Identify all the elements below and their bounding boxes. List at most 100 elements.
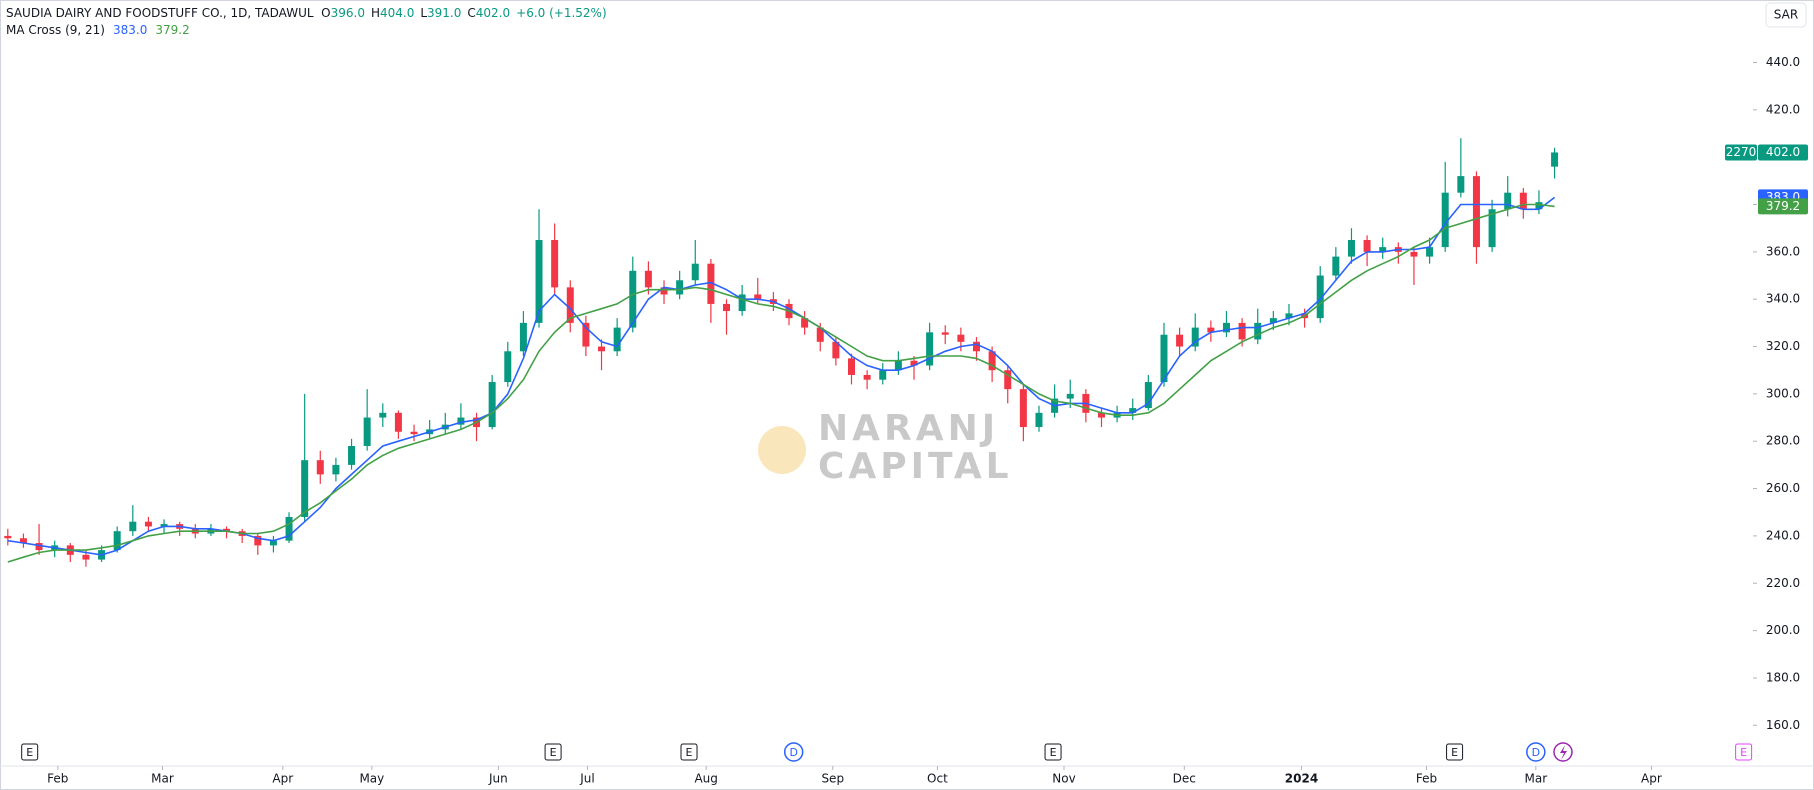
event-marker[interactable] [21,743,39,761]
x-tick-label: Dec [1173,772,1196,786]
l-value: 391.0 [427,6,461,20]
candle-body [316,460,324,475]
ma-line [7,203,1555,563]
event-label: E [1740,746,1747,759]
x-tick-label: Apr [1641,772,1662,786]
candle-body [816,327,824,342]
volume-tag [1725,144,1757,161]
candle-body [1160,334,1168,383]
candle-body [160,524,168,527]
event-label: D [1532,746,1540,759]
price-tag [1758,144,1808,161]
candle-body [801,318,809,328]
event-marker[interactable] [1735,743,1753,761]
x-tick-label: Mar [151,772,174,786]
candle-body [848,358,856,375]
candle-body [1176,334,1184,347]
candle-body [582,322,590,347]
indicator[interactable]: MA Cross (9, 21) 383.0 379.2 [6,23,190,37]
x-tick-label: Apr [272,772,293,786]
candle-body [332,464,340,475]
candle-body [379,412,387,418]
candle-body [644,270,652,288]
event-label: E [686,746,693,759]
event-marker[interactable] [680,743,698,761]
event-marker[interactable] [1526,742,1546,762]
event-marker[interactable] [544,743,562,761]
candle-body [910,360,918,366]
event-marker[interactable] [1044,743,1062,761]
candle-body [1066,393,1074,399]
candle-body [285,516,293,541]
candle-body [707,263,715,304]
candle-body [879,370,887,380]
candle-body [660,287,668,295]
candle-body [691,263,699,281]
watermark: NARANJ CAPITAL [758,408,1009,487]
plot [4,138,1559,567]
event-marker[interactable] [1446,743,1464,761]
candle-body [1347,240,1355,257]
x-tick-label: Jul [579,772,594,786]
candle-body [1222,322,1230,333]
candle-body [1535,202,1543,210]
candle-body [4,535,12,539]
candle-body [1551,152,1559,167]
h-label: H [371,6,380,20]
candle-body [1472,176,1480,248]
candle-body [457,417,465,425]
x-tick-label: May [359,772,384,786]
y-tick-label: 240.0 [1766,528,1800,542]
candle-body [144,521,152,527]
y-tick-label: 300.0 [1766,386,1800,400]
candle-body [1441,192,1449,248]
candle-body [1457,176,1465,193]
candle-body [19,538,27,544]
currency-button[interactable] [1765,2,1807,28]
candle-body [394,412,402,432]
lightning-icon [1560,745,1567,760]
candle-body [1379,247,1387,252]
ma-line [7,196,1556,556]
y-tick-label: 180.0 [1766,670,1800,684]
event-label: E [550,746,557,759]
y-tick-label: 260.0 [1766,481,1800,495]
x-tick-label: 2024 [1285,772,1318,786]
candle-body [254,535,262,546]
y-tick-label: 360.0 [1766,244,1800,258]
event-label: E [1050,746,1057,759]
candle-body [35,543,43,551]
candle-body [1519,192,1527,210]
candle-body [1035,412,1043,428]
candle-body [129,521,137,532]
y-tick-label: 220.0 [1766,576,1800,590]
candle-body [488,382,496,428]
x-tick-label: Aug [694,772,717,786]
event-label: D [789,746,797,759]
candle-body [1129,408,1137,413]
candle-body [1004,370,1012,390]
o-value: 396.0 [331,6,365,20]
candle-body [957,334,965,342]
watermark-logo [758,426,806,474]
price-tag-label: 402.0 [1766,145,1800,159]
y-tick-label: 280.0 [1766,434,1800,448]
candle-body [894,360,902,371]
candle-body [113,531,121,551]
candle-body [551,240,559,288]
y-tick-label: 440.0 [1766,55,1800,69]
candle-body [832,341,840,359]
y-tick-label: 420.0 [1766,102,1800,116]
candle-body [223,528,231,532]
symbol: SAUDIA DAIRY AND FOODSTUFF CO., 1D, TADA… [6,6,607,20]
candle-body [613,327,621,352]
change: +6.0 (+1.52%) [516,6,607,20]
candle-body [363,417,371,446]
y-tick-label: 340.0 [1766,292,1800,306]
candle-body [1504,192,1512,210]
event-marker[interactable] [783,742,804,762]
candle-body [941,332,949,335]
h-value: 404.0 [380,6,414,20]
y-tick-label: 200.0 [1766,623,1800,637]
candle-body [598,346,606,352]
